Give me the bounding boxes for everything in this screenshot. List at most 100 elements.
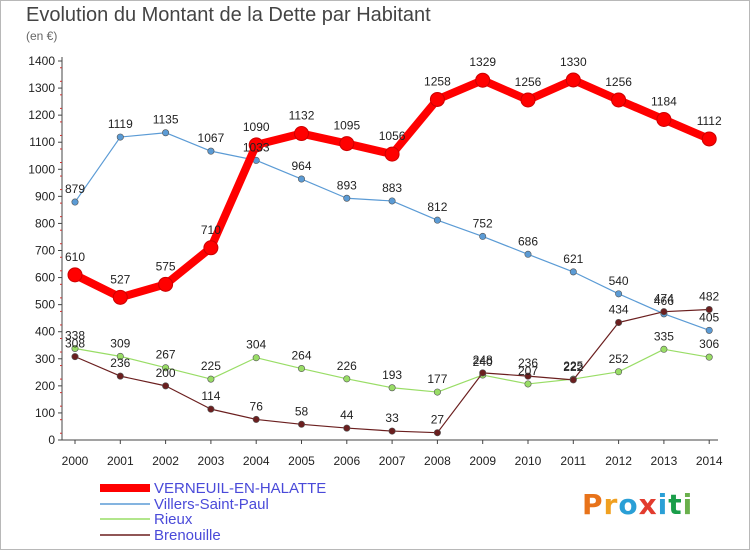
data-label: 1090 bbox=[243, 120, 270, 134]
data-point bbox=[524, 372, 532, 380]
data-label: 1056 bbox=[379, 129, 406, 143]
logo-letter: o bbox=[618, 488, 639, 521]
y-tick-label: 1000 bbox=[28, 162, 55, 176]
data-point bbox=[388, 384, 396, 392]
chart-unit-label: (en €) bbox=[26, 29, 58, 43]
x-tick-label: 2008 bbox=[424, 454, 451, 468]
x-tick-label: 2012 bbox=[605, 454, 632, 468]
data-label: 308 bbox=[65, 337, 85, 351]
data-label: 883 bbox=[382, 181, 402, 195]
data-point bbox=[475, 72, 491, 88]
data-point bbox=[660, 345, 668, 353]
data-point bbox=[67, 267, 83, 283]
data-point bbox=[207, 405, 215, 413]
data-point bbox=[569, 376, 577, 384]
data-point bbox=[479, 369, 487, 377]
data-label: 1112 bbox=[697, 114, 722, 128]
data-label: 1132 bbox=[289, 109, 315, 123]
data-label: 248 bbox=[473, 353, 493, 367]
data-label: 482 bbox=[699, 290, 719, 304]
data-label: 752 bbox=[473, 216, 493, 230]
data-label: 236 bbox=[518, 356, 538, 370]
data-label: 474 bbox=[654, 292, 674, 306]
data-label: 193 bbox=[382, 368, 402, 382]
logo-letter: i bbox=[657, 488, 669, 521]
chart-series bbox=[67, 72, 717, 437]
data-point bbox=[701, 131, 717, 147]
data-point bbox=[339, 136, 355, 152]
data-point bbox=[660, 308, 668, 316]
data-label: 1329 bbox=[469, 55, 496, 69]
data-label: 240 bbox=[473, 355, 493, 369]
data-point bbox=[343, 424, 351, 432]
data-label: 267 bbox=[156, 348, 176, 362]
data-point bbox=[433, 429, 441, 437]
chart-legend: VERNEUIL-EN-HALATTEVillers-Saint-PaulRie… bbox=[100, 480, 326, 544]
data-point bbox=[705, 353, 713, 361]
y-tick-label: 1400 bbox=[28, 54, 55, 68]
data-label: 1135 bbox=[153, 113, 179, 127]
data-point bbox=[705, 306, 713, 314]
x-tick-label: 2010 bbox=[515, 454, 542, 468]
x-tick-label: 2004 bbox=[243, 454, 270, 468]
data-label: 58 bbox=[295, 404, 309, 418]
data-label: 304 bbox=[246, 338, 266, 352]
logo-letter: t bbox=[668, 488, 683, 521]
logo-letter: P bbox=[582, 488, 604, 521]
data-point bbox=[384, 146, 400, 162]
data-point bbox=[158, 276, 174, 292]
data-point bbox=[615, 290, 623, 298]
chart-data-labels: 610 527 575 710 1090 1132 1095 1056 1258 1329 1256… bbox=[65, 55, 722, 427]
data-label: 879 bbox=[65, 182, 85, 196]
data-point bbox=[520, 92, 536, 108]
data-label: 114 bbox=[201, 389, 220, 403]
y-tick-label: 1300 bbox=[28, 81, 55, 95]
y-tick-label: 100 bbox=[35, 406, 55, 420]
data-point bbox=[162, 129, 170, 137]
y-tick-label: 1200 bbox=[28, 108, 55, 122]
data-label: 1033 bbox=[243, 140, 270, 154]
data-point bbox=[656, 111, 672, 127]
data-label: 335 bbox=[654, 329, 674, 343]
data-label: 1119 bbox=[108, 117, 133, 131]
data-label: 1067 bbox=[198, 131, 225, 145]
data-label: 252 bbox=[609, 352, 629, 366]
data-label: 812 bbox=[427, 200, 447, 214]
data-point bbox=[207, 147, 215, 155]
data-point bbox=[297, 365, 305, 373]
data-label: 540 bbox=[609, 274, 629, 288]
data-point bbox=[162, 364, 170, 372]
data-label: 225 bbox=[563, 359, 583, 373]
x-tick-label: 2013 bbox=[651, 454, 678, 468]
data-label: 309 bbox=[110, 336, 130, 350]
data-point bbox=[71, 353, 79, 361]
logo-letter: r bbox=[603, 488, 619, 521]
x-tick-label: 2009 bbox=[469, 454, 496, 468]
data-point bbox=[116, 352, 124, 360]
data-label: 710 bbox=[201, 223, 221, 237]
legend-label: VERNEUIL-EN-HALATTE bbox=[154, 480, 326, 497]
x-tick-label: 2001 bbox=[107, 454, 134, 468]
data-label: 527 bbox=[110, 272, 130, 286]
logo-letter: x bbox=[638, 488, 658, 521]
data-point bbox=[297, 420, 305, 428]
chart-axes: 0 100 200 300 400 500 600 700 800 900 1000 1100 1200… bbox=[28, 54, 723, 468]
data-label: 226 bbox=[337, 359, 357, 373]
y-tick-label: 400 bbox=[35, 325, 55, 339]
data-point bbox=[252, 354, 260, 362]
data-point bbox=[388, 427, 396, 435]
x-tick-label: 2014 bbox=[696, 454, 723, 468]
data-point bbox=[524, 380, 532, 388]
proxiti-logo: Proxiti bbox=[582, 488, 693, 521]
data-point bbox=[343, 194, 351, 202]
data-label: 610 bbox=[65, 250, 85, 264]
data-point bbox=[479, 232, 487, 240]
data-label: 338 bbox=[65, 328, 85, 342]
legend-label: Villers-Saint-Paul bbox=[154, 496, 269, 513]
data-label: 575 bbox=[156, 259, 176, 273]
data-label: 1256 bbox=[605, 75, 632, 89]
x-tick-label: 2003 bbox=[198, 454, 225, 468]
data-label: 200 bbox=[156, 366, 176, 380]
legend-label: Rieux bbox=[154, 511, 193, 528]
data-label: 177 bbox=[427, 372, 447, 386]
